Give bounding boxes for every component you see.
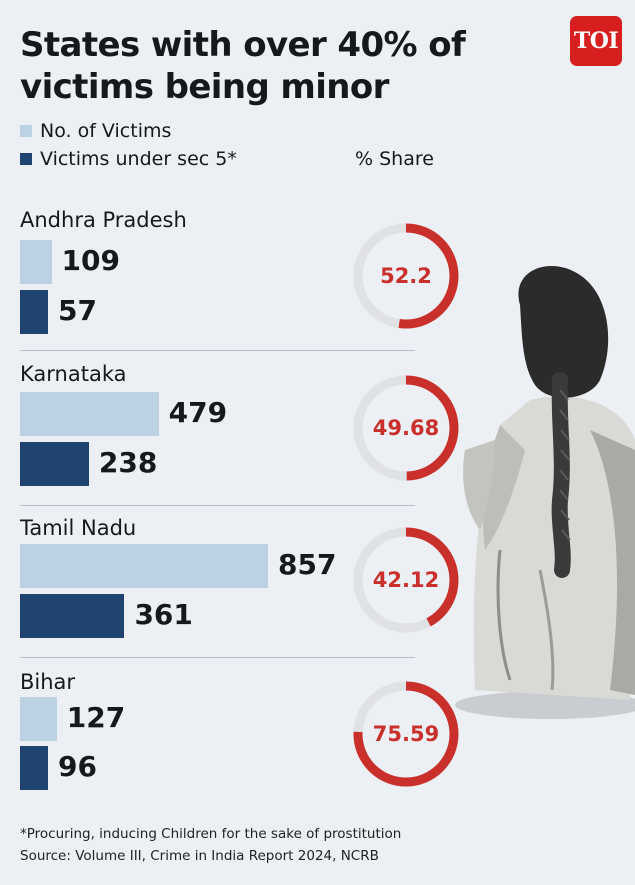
legend-swatch-victims xyxy=(20,125,32,137)
bar-value-victims: 109 xyxy=(61,244,120,277)
share-value: 52.2 xyxy=(380,264,432,288)
footnote-note: *Procuring, inducing Children for the sa… xyxy=(20,826,402,842)
share-value: 75.59 xyxy=(372,722,440,746)
donut-arc xyxy=(353,527,459,633)
toi-logo: TOI xyxy=(570,16,622,66)
bar-victims xyxy=(20,544,268,588)
legend-label-victims: No. of Victims xyxy=(40,120,172,142)
row-divider xyxy=(20,350,415,351)
bar-value-victims: 479 xyxy=(168,396,228,429)
bar-value-under-sec5: 96 xyxy=(58,750,97,783)
bar-under-sec5 xyxy=(20,290,48,334)
state-label: Karnataka xyxy=(20,362,127,386)
row-divider xyxy=(20,657,415,658)
bar-victims xyxy=(20,240,52,284)
bar-victims xyxy=(20,392,159,436)
bar-under-sec5 xyxy=(20,746,48,790)
legend-label-under-sec5: Victims under sec 5* xyxy=(40,148,237,170)
bar-victims xyxy=(20,697,57,741)
donut-arc xyxy=(353,375,459,481)
legend-swatch-under-sec5 xyxy=(20,153,32,165)
bar-under-sec5 xyxy=(20,442,89,486)
state-label: Andhra Pradesh xyxy=(20,208,187,232)
share-value: 49.68 xyxy=(372,416,440,440)
footnote-source: Source: Volume III, Crime in India Repor… xyxy=(20,848,379,864)
legend-under-sec5: Victims under sec 5* xyxy=(20,148,237,170)
share-donut: 42.12 xyxy=(350,524,462,636)
bar-value-under-sec5: 57 xyxy=(58,294,97,327)
share-donut: 49.68 xyxy=(350,372,462,484)
legend-victims: No. of Victims xyxy=(20,120,171,142)
bar-under-sec5 xyxy=(20,594,125,638)
bar-value-under-sec5: 238 xyxy=(98,446,158,479)
share-donut: 75.59 xyxy=(350,678,462,790)
share-label: % Share xyxy=(355,148,434,170)
state-label: Tamil Nadu xyxy=(20,516,137,540)
bar-value-victims: 127 xyxy=(66,701,126,734)
bar-value-victims: 857 xyxy=(278,548,337,581)
state-label: Bihar xyxy=(20,670,76,694)
donut-arc xyxy=(353,223,459,329)
row-divider xyxy=(20,505,415,506)
bar-value-under-sec5: 361 xyxy=(134,598,193,631)
chart-title: States with over 40% of victims being mi… xyxy=(20,25,466,107)
donut-arc xyxy=(353,681,459,787)
share-value: 42.12 xyxy=(372,568,440,592)
girl-sitting-illustration xyxy=(455,266,635,719)
share-donut: 52.2 xyxy=(350,220,462,332)
